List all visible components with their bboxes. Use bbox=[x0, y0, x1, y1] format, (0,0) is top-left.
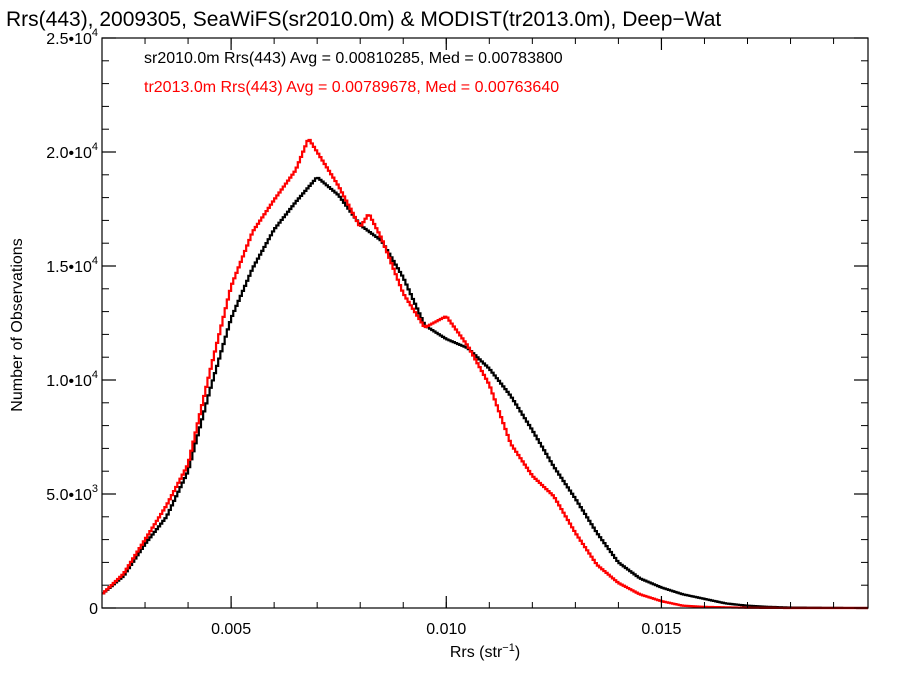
plot-area: 0.005 0.010 0.015 0 5.0•103 1.0•104 1.5•104 2.0… bbox=[46, 27, 869, 638]
y-tick-label-4: 2.0•104 bbox=[46, 141, 98, 162]
annotation-red-series: tr2013.0m Rrs(443) Avg = 0.00789678, Med… bbox=[144, 79, 559, 96]
x-tick-label-1: 0.010 bbox=[426, 621, 466, 638]
x-axis-label-main: Rrs (str bbox=[450, 644, 503, 661]
y-axis-label: Number of Observations bbox=[9, 238, 26, 411]
chart-title: Rrs(443), 2009305, SeaWiFS(sr2010.0m) & … bbox=[6, 8, 721, 31]
series-line-1 bbox=[102, 138, 868, 610]
y-tick-label-0: 0 bbox=[89, 601, 98, 618]
annotation-black-series: sr2010.0m Rrs(443) Avg = 0.00810285, Med… bbox=[144, 50, 563, 67]
x-axis-label-close: ) bbox=[515, 644, 520, 661]
y-tick-label-2: 1.0•104 bbox=[46, 369, 98, 390]
x-axis-label: Rrs (str−1) bbox=[450, 642, 520, 661]
x-axis-label-superscript: −1 bbox=[502, 642, 515, 654]
y-tick-label-1: 5.0•103 bbox=[46, 483, 98, 504]
x-tick-label-0: 0.005 bbox=[211, 621, 251, 638]
plot-frame bbox=[101, 37, 869, 609]
y-tick-label-5: 2.5•104 bbox=[46, 27, 98, 48]
series-line-0 bbox=[102, 176, 868, 610]
y-tick-label-3: 1.5•104 bbox=[46, 255, 98, 276]
x-tick-label-2: 0.015 bbox=[641, 621, 681, 638]
